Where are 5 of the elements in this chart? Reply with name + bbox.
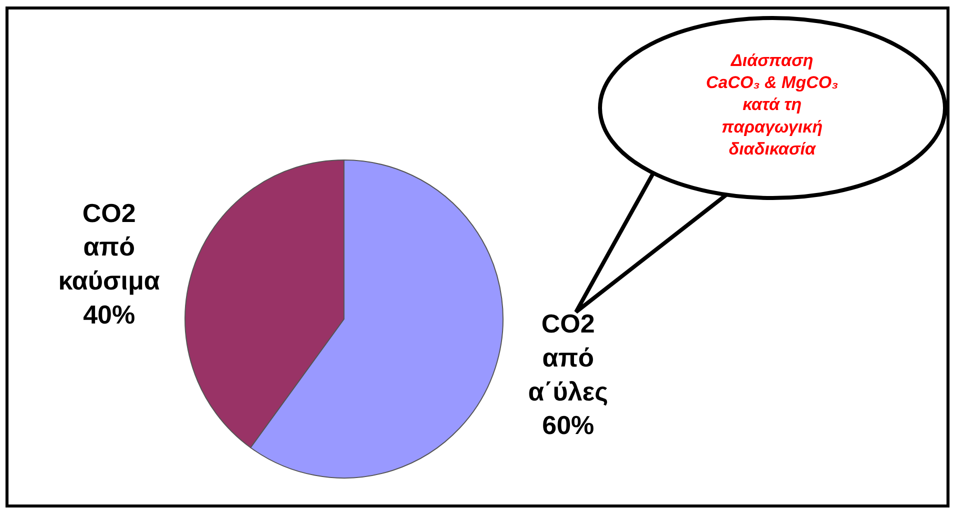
slice-label: CO2 από καύσιμα [58, 198, 160, 296]
slice-label: CO2 από α΄ύλες [528, 308, 608, 406]
data-label: 60% [542, 410, 594, 440]
text: Διάσπαση CaCO₃ & MgCO₃ κατά τη παραγωγική διαδικασία [706, 51, 838, 158]
data-label: 40% [83, 299, 136, 330]
